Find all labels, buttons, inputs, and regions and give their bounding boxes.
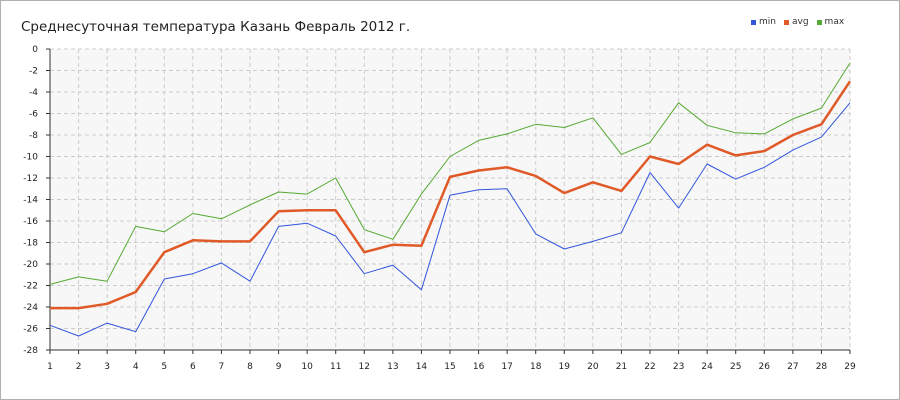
y-tick-label: -4 xyxy=(29,88,38,98)
legend: min avg max xyxy=(751,17,844,27)
x-tick-label: 14 xyxy=(416,362,428,372)
series-line-min xyxy=(49,102,851,337)
y-tick-label: -26 xyxy=(23,325,38,335)
x-tick-label: 5 xyxy=(161,362,167,372)
legend-item-avg: avg xyxy=(783,17,809,27)
x-tick-label: 12 xyxy=(359,362,370,372)
legend-label-max: max xyxy=(824,17,845,27)
x-tick-label: 6 xyxy=(190,362,196,372)
legend-label-avg: avg xyxy=(791,17,809,27)
x-tick-label: 24 xyxy=(701,362,713,372)
legend-label-min: min xyxy=(759,17,776,27)
x-tick-label: 4 xyxy=(133,362,139,372)
x-tick-label: 10 xyxy=(301,362,313,372)
y-tick-label: -2 xyxy=(29,67,38,77)
x-tick-label: 29 xyxy=(844,362,856,372)
x-tick-label: 25 xyxy=(730,362,741,372)
y-tick-label: -18 xyxy=(23,239,38,249)
y-tick-label: -12 xyxy=(23,174,38,184)
x-tick-label: 20 xyxy=(587,362,599,372)
y-tick-label: -22 xyxy=(23,282,38,292)
y-tick-label: -14 xyxy=(23,196,38,206)
x-tick-label: 2 xyxy=(76,362,82,372)
x-tick-label: 27 xyxy=(787,362,798,372)
y-tick-label: -10 xyxy=(23,153,38,163)
x-tick-label: 8 xyxy=(247,362,253,372)
x-tick-label: 21 xyxy=(616,362,627,372)
x-tick-label: 9 xyxy=(276,362,282,372)
x-tick-label: 16 xyxy=(473,362,485,372)
x-tick-label: 26 xyxy=(759,362,771,372)
x-tick-label: 18 xyxy=(530,362,542,372)
y-tick-label: 0 xyxy=(32,45,38,55)
x-tick-label: 13 xyxy=(387,362,398,372)
x-tick-label: 22 xyxy=(644,362,655,372)
series-line-avg xyxy=(50,80,852,310)
legend-swatch-avg xyxy=(783,19,789,25)
x-tick-label: 7 xyxy=(219,362,225,372)
x-tick-label: 11 xyxy=(330,362,341,372)
x-tick-label: 3 xyxy=(104,362,110,372)
y-tick-label: -16 xyxy=(23,217,38,227)
x-tick-label: 28 xyxy=(816,362,828,372)
legend-swatch-min xyxy=(751,19,756,25)
legend-item-min: min xyxy=(751,17,776,27)
x-tick-label: 23 xyxy=(673,362,684,372)
chart-title: Среднесуточная температура Казань Феврал… xyxy=(21,19,411,35)
y-tick-label: -28 xyxy=(23,346,38,356)
x-tick-label: 17 xyxy=(501,362,512,372)
y-tick-label: -8 xyxy=(29,131,38,141)
legend-swatch-max xyxy=(816,19,822,25)
y-tick-label: -6 xyxy=(29,110,38,120)
y-tick-label: -24 xyxy=(23,303,38,313)
x-tick-label: 1 xyxy=(47,362,53,372)
legend-item-max: max xyxy=(816,17,845,27)
x-tick-label: 19 xyxy=(559,362,571,372)
series-line-max xyxy=(49,62,851,285)
y-tick-label: -20 xyxy=(23,260,38,270)
x-tick-label: 15 xyxy=(444,362,455,372)
